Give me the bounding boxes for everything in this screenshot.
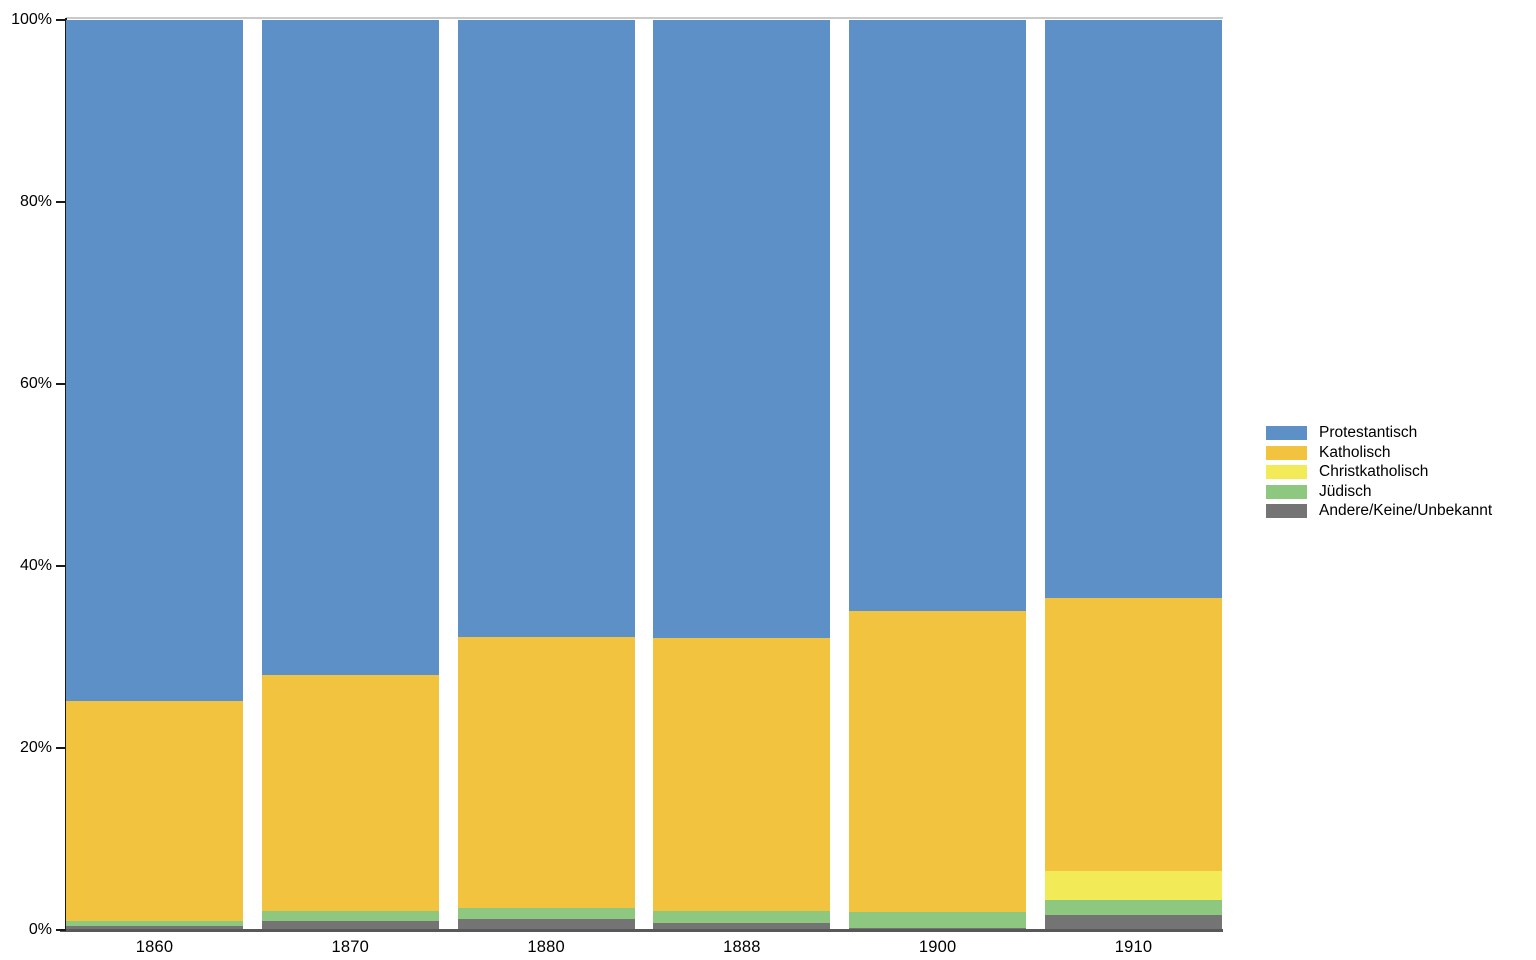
segment-1888-j-disch <box>653 910 831 923</box>
legend: Protestantisch Katholisch Christkatholisch… <box>1266 424 1493 520</box>
segment-1870-protestantisch <box>261 20 439 676</box>
segment-1860-katholisch <box>66 700 243 921</box>
x-tick-label-1860: 1860 <box>135 938 174 956</box>
x-tick-label-1888: 1888 <box>723 938 761 956</box>
y-tick-label-80: 80% <box>19 193 52 210</box>
segment-1860-protestantisch <box>66 20 243 701</box>
legend-swatch-icon <box>1266 504 1307 519</box>
legend-label: Christkatholisch <box>1319 463 1429 481</box>
segment-1880-andere-keine-unbekannt <box>457 919 635 930</box>
legend-swatch-icon <box>1266 484 1307 499</box>
y-tick-label-0: 0% <box>28 921 52 938</box>
segment-1888-katholisch <box>653 637 831 911</box>
segment-1888-protestantisch <box>653 20 831 638</box>
y-tick-label-20: 20% <box>19 739 52 756</box>
y-tick-0 <box>56 929 66 931</box>
gridline-100-percent <box>66 17 1223 19</box>
y-tick-40 <box>56 565 66 567</box>
segment-1880-protestantisch <box>457 20 635 637</box>
segment-1870-andere-keine-unbekannt <box>261 920 439 930</box>
legend-item: Jüdisch <box>1266 482 1492 500</box>
bar-1870 <box>261 20 439 930</box>
bar-1860 <box>66 20 243 930</box>
y-tick-label-100: 100% <box>11 11 52 28</box>
segment-1888-andere-keine-unbekannt <box>653 922 831 930</box>
y-tick-label-40: 40% <box>19 557 52 574</box>
legend-swatch-icon <box>1266 465 1307 480</box>
segment-1910-christkatholisch <box>1045 870 1222 900</box>
bar-1900 <box>849 20 1027 930</box>
segment-1910-protestantisch <box>1045 20 1222 598</box>
segment-1880-katholisch <box>457 636 635 909</box>
segment-1910-andere-keine-unbekannt <box>1045 915 1222 930</box>
plot-area <box>66 20 1222 930</box>
segment-1860-andere-keine-unbekannt <box>66 925 243 930</box>
segment-1870-katholisch <box>261 675 439 911</box>
legend-swatch-icon <box>1266 426 1307 441</box>
x-axis-line <box>60 929 1223 932</box>
x-tick-label-1870: 1870 <box>331 938 370 956</box>
legend-label: Jüdisch <box>1319 482 1372 500</box>
legend-item: Christkatholisch <box>1266 463 1492 481</box>
legend-label: Katholisch <box>1319 443 1391 461</box>
segment-1880-j-disch <box>457 908 635 920</box>
bar-1888 <box>653 20 831 930</box>
segment-1860-j-disch <box>66 920 243 926</box>
y-tick-100 <box>56 19 66 21</box>
y-tick-label-60: 60% <box>19 375 52 392</box>
legend-label: Andere/Keine/Unbekannt <box>1319 502 1493 520</box>
legend-item: Protestantisch <box>1266 424 1492 442</box>
x-tick-label-1880: 1880 <box>527 938 565 956</box>
segment-1870-j-disch <box>261 910 439 921</box>
x-tick-label-1900: 1900 <box>918 938 957 956</box>
bar-1880 <box>457 20 635 930</box>
y-tick-20 <box>56 747 66 749</box>
legend-item: Andere/Keine/Unbekannt <box>1266 502 1493 520</box>
legend-swatch-icon <box>1266 445 1307 460</box>
segment-1910-katholisch <box>1045 597 1222 871</box>
y-tick-60 <box>56 383 66 385</box>
x-tick-label-1910: 1910 <box>1114 938 1153 956</box>
y-tick-80 <box>56 201 66 203</box>
segment-1900-katholisch <box>849 610 1027 912</box>
segment-1910-j-disch <box>1045 899 1222 916</box>
legend-label: Protestantisch <box>1319 424 1418 442</box>
segment-1900-j-disch <box>849 911 1027 929</box>
bar-1910 <box>1045 20 1222 930</box>
segment-1900-protestantisch <box>849 20 1027 611</box>
legend-item: Katholisch <box>1266 443 1492 461</box>
